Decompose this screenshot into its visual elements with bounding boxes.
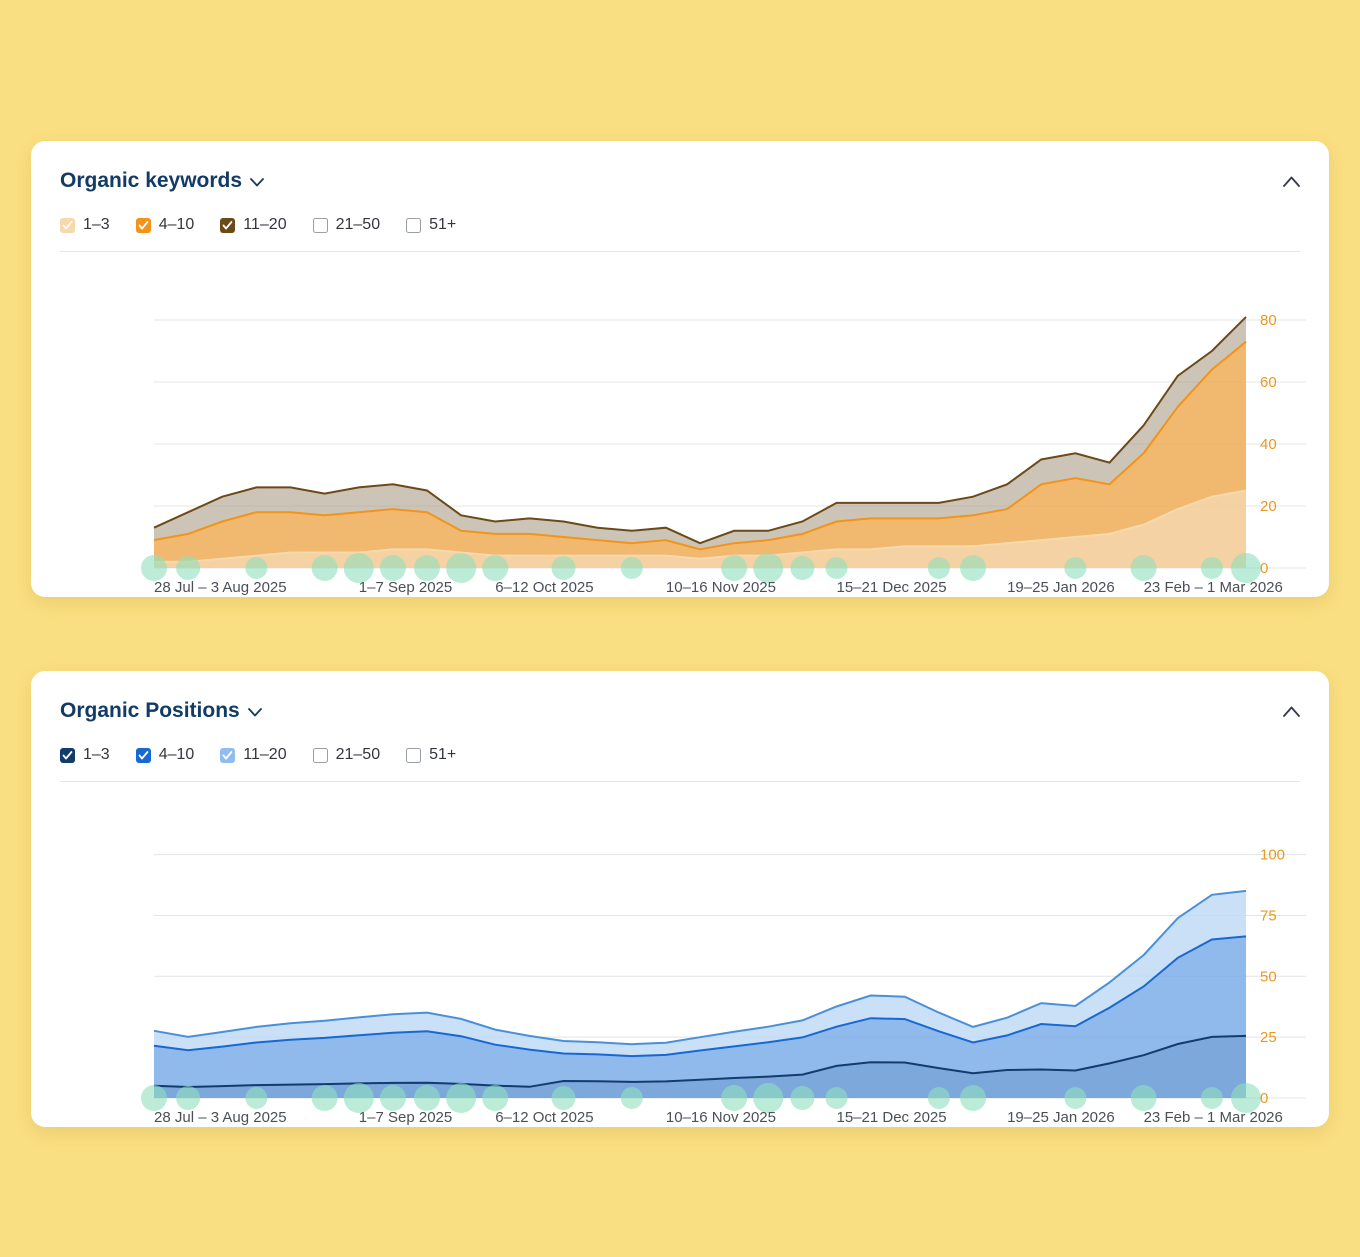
svg-text:19–25 Jan 2026: 19–25 Jan 2026 — [1007, 1109, 1115, 1126]
svg-text:15–21 Dec 2025: 15–21 Dec 2025 — [837, 579, 947, 596]
svg-text:23 Feb – 1 Mar 2026: 23 Feb – 1 Mar 2026 — [1144, 1109, 1283, 1126]
svg-text:100: 100 — [1260, 847, 1285, 864]
svg-text:6–12 Oct 2025: 6–12 Oct 2025 — [495, 1109, 593, 1126]
svg-text:1–7 Sep 2025: 1–7 Sep 2025 — [359, 579, 452, 596]
svg-text:80: 80 — [1260, 312, 1277, 329]
svg-text:10–16 Nov 2025: 10–16 Nov 2025 — [666, 1109, 776, 1126]
svg-text:60: 60 — [1260, 374, 1277, 391]
svg-text:28 Jul – 3 Aug 2025: 28 Jul – 3 Aug 2025 — [154, 1109, 287, 1126]
svg-text:0: 0 — [1260, 560, 1268, 577]
svg-text:0: 0 — [1260, 1090, 1268, 1107]
svg-text:20: 20 — [1260, 498, 1277, 515]
svg-text:15–21 Dec 2025: 15–21 Dec 2025 — [837, 1109, 947, 1126]
svg-text:10–16 Nov 2025: 10–16 Nov 2025 — [666, 579, 776, 596]
svg-text:50: 50 — [1260, 968, 1277, 985]
svg-text:40: 40 — [1260, 436, 1277, 453]
svg-text:28 Jul – 3 Aug 2025: 28 Jul – 3 Aug 2025 — [154, 579, 287, 596]
svg-text:25: 25 — [1260, 1029, 1277, 1046]
svg-text:75: 75 — [1260, 907, 1277, 924]
svg-text:6–12 Oct 2025: 6–12 Oct 2025 — [495, 579, 593, 596]
svg-text:1–7 Sep 2025: 1–7 Sep 2025 — [359, 1109, 452, 1126]
svg-text:23 Feb – 1 Mar 2026: 23 Feb – 1 Mar 2026 — [1144, 579, 1283, 596]
svg-text:19–25 Jan 2026: 19–25 Jan 2026 — [1007, 579, 1115, 596]
